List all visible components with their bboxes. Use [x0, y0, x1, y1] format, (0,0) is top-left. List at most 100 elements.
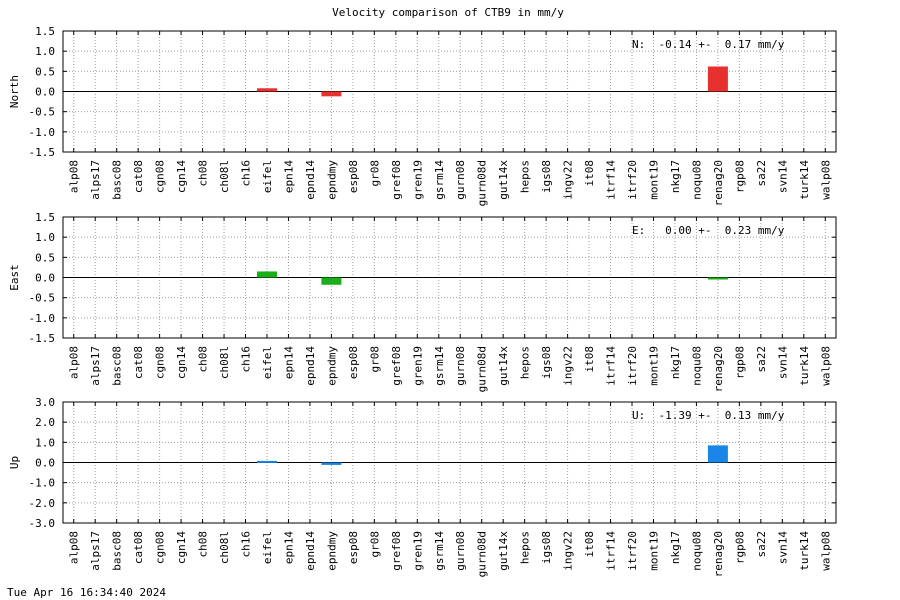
y-tick-label: -2.0: [29, 497, 56, 510]
x-tick-label: ch16: [240, 160, 253, 187]
x-tick-label: sa22: [755, 160, 768, 187]
x-tick-label: ch16: [240, 346, 253, 373]
x-tick-label: rgp08: [733, 531, 746, 564]
plot-frame: [62, 216, 837, 339]
y-tick-label: 1.0: [35, 231, 55, 244]
x-tick-label: cgn08: [154, 160, 167, 193]
x-tick-label: gurn08d: [476, 160, 489, 206]
x-tick-label: hepos: [519, 346, 532, 379]
x-tick-label: itrf14: [605, 160, 618, 200]
x-tick-label: sa22: [755, 531, 768, 558]
bar-eifel: [256, 271, 277, 278]
x-tick-label: cgn08: [154, 531, 167, 564]
y-tick-label: 1.5: [35, 25, 55, 38]
x-tick-label: alp08: [68, 346, 81, 379]
x-tick-label: renag20: [712, 346, 725, 392]
x-tick-label: gren19: [411, 160, 424, 200]
x-tick-label: eifel: [261, 160, 274, 193]
x-tick-label: gurn08d: [476, 531, 489, 577]
x-tick-label: gref08: [390, 346, 403, 386]
x-tick-label: esp08: [347, 346, 360, 379]
x-tick-label: rgp08: [733, 160, 746, 193]
y-tick-label: 0.0: [35, 457, 55, 470]
x-tick-label: epnd14: [304, 160, 317, 200]
y-tick-label: 1.0: [35, 45, 55, 58]
x-tick-label: nkg17: [669, 531, 682, 564]
y-tick-label: 0.5: [35, 251, 55, 264]
x-tick-label: gut14x: [497, 531, 510, 571]
x-tick-label: cgn14: [175, 531, 188, 564]
x-tick-label: renag20: [712, 531, 725, 577]
x-tick-label: basc08: [111, 160, 124, 200]
x-tick-label: epnd14: [304, 531, 317, 571]
x-tick-label: ch08: [197, 531, 210, 558]
x-tick-label: gr08: [368, 531, 381, 558]
x-tick-label: rgp08: [733, 346, 746, 379]
x-tick-label: alps17: [89, 160, 102, 200]
x-tick-label: renag20: [712, 160, 725, 206]
x-tick-label: basc08: [111, 531, 124, 571]
y-tick-label: -0.5: [29, 106, 56, 119]
x-tick-label: turk14: [798, 346, 811, 386]
x-tick-label: gsrm14: [433, 531, 446, 571]
x-tick-label: gsrm14: [433, 160, 446, 200]
x-tick-label: epndmy: [325, 346, 338, 386]
y-tick-label: -1.0: [29, 477, 56, 490]
y-tick-label: 1.0: [35, 436, 55, 449]
x-tick-label: epndmy: [325, 531, 338, 571]
panel-north: -1.5 -1.0 -0.5 0.0 0.5 1.0 1.5 alp08 alps17 basc0…: [8, 25, 837, 206]
x-tick-label: svn14: [776, 531, 789, 564]
x-tick-label: walp08: [819, 160, 832, 200]
bar-epndmy: [321, 91, 342, 97]
x-tick-label: nkg17: [669, 346, 682, 379]
x-tick-label: igs08: [540, 531, 553, 564]
bar-eifel: [256, 460, 277, 463]
x-tick-label: igs08: [540, 160, 553, 193]
x-tick-label: alp08: [68, 531, 81, 564]
x-tick-label: esp08: [347, 531, 360, 564]
y-tick-label: 2.0: [35, 416, 55, 429]
x-tick-label: cat08: [132, 346, 145, 379]
x-tick-label: gurn08: [454, 160, 467, 200]
bar-eifel: [256, 88, 277, 92]
x-tick-label: it08: [583, 346, 596, 373]
x-tick-label: epn14: [282, 531, 295, 564]
x-tick-label: igs08: [540, 346, 553, 379]
timestamp: Tue Apr 16 16:34:40 2024: [7, 586, 166, 599]
y-tick-label: 3.0: [35, 396, 55, 409]
x-tick-label: alps17: [89, 346, 102, 386]
y-tick-label: 0.5: [35, 65, 55, 78]
bar-epndmy: [321, 277, 342, 285]
x-tick-label: esp08: [347, 160, 360, 193]
x-tick-label: itrf14: [605, 346, 618, 386]
x-tick-label: noqu08: [690, 160, 703, 200]
x-tick-label: ch16: [240, 531, 253, 558]
x-tick-label: noqu08: [690, 531, 703, 571]
x-tick-label: gurn08d: [476, 346, 489, 392]
x-tick-label: svn14: [776, 160, 789, 193]
x-tick-label: gref08: [390, 160, 403, 200]
x-tick-label: ch08l: [218, 346, 231, 379]
bar-epndmy: [321, 462, 342, 465]
stats-annotation: E: 0.00 +- 0.23 mm/y: [632, 224, 785, 237]
x-tick-label: gren19: [411, 346, 424, 386]
x-tick-label: mont19: [647, 531, 660, 571]
y-tick-label: -1.0: [29, 126, 56, 139]
x-tick-label: walp08: [819, 531, 832, 571]
x-tick-label: ch08: [197, 160, 210, 187]
x-tick-label: ingv22: [562, 531, 575, 571]
x-tick-label: epn14: [282, 160, 295, 193]
x-tick-label: alp08: [68, 160, 81, 193]
x-tick-label: walp08: [819, 346, 832, 386]
x-tick-label: hepos: [519, 531, 532, 564]
x-tick-label: gr08: [368, 160, 381, 187]
x-tick-label: gref08: [390, 531, 403, 571]
x-tick-label: gurn08: [454, 346, 467, 386]
bar-renag20: [707, 66, 728, 92]
stats-annotation: U: -1.39 +- 0.13 mm/y: [632, 409, 785, 422]
x-tick-label: cat08: [132, 531, 145, 564]
x-tick-label: gut14x: [497, 160, 510, 200]
x-tick-label: gren19: [411, 531, 424, 571]
x-tick-label: epndmy: [325, 160, 338, 200]
